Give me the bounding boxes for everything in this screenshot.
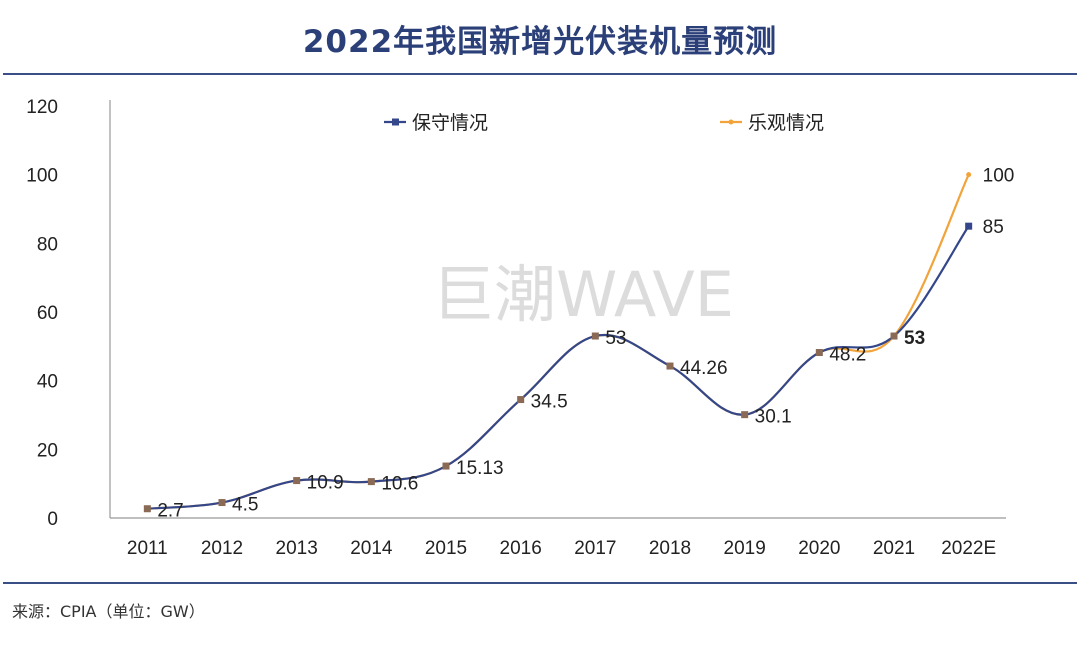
line-optimistic bbox=[147, 174, 970, 510]
legend-label: 保守情况 bbox=[412, 112, 488, 134]
x-tick-label: 2019 bbox=[724, 538, 766, 559]
data-label: 48.2 bbox=[829, 345, 866, 366]
legend-swatch-marker bbox=[728, 119, 734, 125]
data-label: 2.7 bbox=[157, 501, 183, 522]
data-markers bbox=[143, 172, 973, 513]
data-point bbox=[741, 411, 749, 419]
legend-swatch-marker bbox=[392, 118, 399, 126]
axes: 0 20 40 60 80 100 120 2011 2012 2013 2014 2015 2016 2… bbox=[26, 97, 1006, 559]
data-label: 10.9 bbox=[307, 473, 344, 494]
title-divider bbox=[3, 73, 1077, 75]
legend-label: 乐观情况 bbox=[748, 112, 824, 134]
data-label: 44.26 bbox=[680, 358, 728, 379]
data-label: 30.1 bbox=[755, 407, 792, 428]
x-tick-label: 2012 bbox=[201, 538, 243, 559]
x-tick-label: 2021 bbox=[873, 538, 915, 559]
data-point-optimistic-2022e bbox=[966, 172, 972, 178]
x-tick-label: 2014 bbox=[350, 538, 393, 559]
y-tick-label: 20 bbox=[37, 440, 58, 461]
data-label: 10.6 bbox=[381, 474, 418, 495]
data-point bbox=[591, 332, 599, 340]
y-tick-label: 100 bbox=[26, 166, 58, 187]
x-tick-label: 2016 bbox=[500, 538, 542, 559]
source-note: 来源：CPIA（单位：GW） bbox=[12, 602, 205, 621]
data-point bbox=[293, 477, 301, 485]
chart-title: 2022年我国新增光伏装机量预测 bbox=[302, 24, 778, 60]
data-point bbox=[517, 396, 525, 404]
data-point bbox=[890, 332, 898, 340]
x-tick-label: 2011 bbox=[127, 538, 168, 559]
x-tick-label: 2017 bbox=[574, 538, 616, 559]
data-label: 53 bbox=[904, 328, 925, 349]
data-point bbox=[143, 505, 151, 513]
y-tick-label: 60 bbox=[37, 303, 58, 324]
y-tick-label: 40 bbox=[37, 372, 58, 393]
data-point bbox=[367, 478, 375, 486]
data-label: 53 bbox=[605, 328, 626, 349]
x-tick-label: 2013 bbox=[276, 538, 318, 559]
data-point-conservative-2022e bbox=[965, 222, 973, 230]
watermark: 巨潮WAVE bbox=[432, 258, 734, 331]
data-point bbox=[666, 362, 674, 370]
line-chart: 0 20 40 60 80 100 120 2011 2012 2013 2014 2015 2016 2… bbox=[26, 97, 1014, 559]
data-label: 15.13 bbox=[456, 458, 504, 479]
data-point bbox=[218, 499, 226, 507]
series-lines bbox=[147, 174, 970, 510]
data-label: 34.5 bbox=[531, 392, 568, 413]
footer-divider bbox=[3, 582, 1077, 584]
data-label-conservative-2022e: 85 bbox=[983, 217, 1004, 238]
data-point bbox=[815, 349, 823, 357]
x-tick-label: 2020 bbox=[798, 538, 840, 559]
y-tick-label: 0 bbox=[47, 509, 58, 530]
data-label-optimistic-2022e: 100 bbox=[983, 166, 1015, 187]
data-point bbox=[442, 462, 450, 470]
x-tick-label: 2018 bbox=[649, 538, 691, 559]
legend: 保守情况 乐观情况 bbox=[384, 112, 824, 134]
y-tick-label: 80 bbox=[37, 234, 58, 255]
data-labels: 2.7 4.5 10.9 10.6 15.13 34.5 53 44.26 30.1 48.2 53… bbox=[157, 166, 1014, 522]
x-tick-label: 2022E bbox=[941, 538, 996, 559]
x-tick-label: 2015 bbox=[425, 538, 467, 559]
y-tick-label: 120 bbox=[26, 97, 58, 118]
data-label: 4.5 bbox=[232, 495, 258, 516]
